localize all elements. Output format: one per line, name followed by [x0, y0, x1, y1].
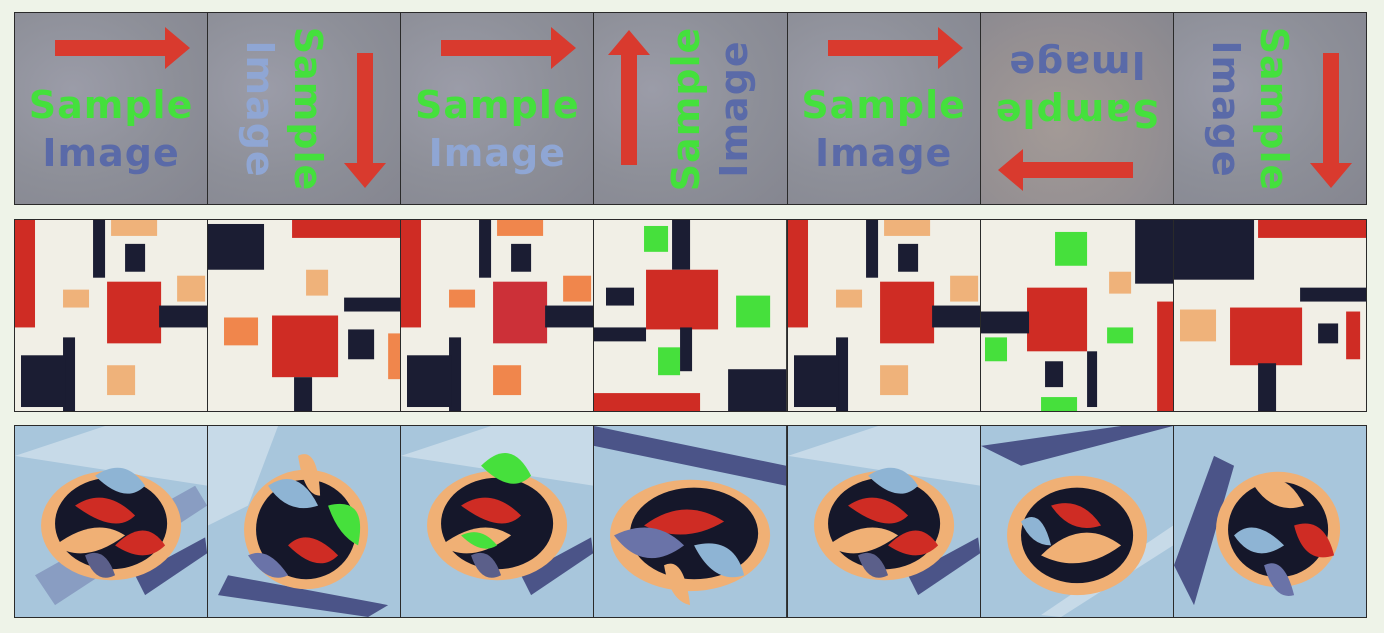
composition-tile-rotated: [208, 220, 402, 411]
sample-tile-rotated-90-2: Sample Image: [1173, 13, 1366, 204]
image-label: Image: [428, 130, 567, 175]
sample-label: Sample: [28, 82, 194, 127]
composition-tile-original: [15, 220, 209, 411]
sample-tile-color-jitter: Sample Image: [401, 13, 595, 204]
composition-tile-rotated-green: [980, 220, 1174, 411]
sample-label: Sample: [415, 82, 580, 127]
sample-tile-rotated-270: Sample Image: [594, 13, 788, 204]
sample-tile-original-2: Sample Image: [787, 13, 981, 204]
swirl-tile-original: [15, 426, 209, 617]
composition-tile-original-2: [787, 220, 981, 411]
swirl-tile-rotated: [208, 426, 402, 617]
image-label: Image: [42, 130, 180, 175]
sample-tile-original: Sample Image: [15, 13, 209, 204]
arrow-up-icon: [608, 29, 651, 165]
image-label: Image: [814, 130, 953, 175]
composition-tile-green: [594, 220, 788, 411]
image-label: Image: [1203, 39, 1248, 178]
sample-tile-rotated-180: Sample Image: [980, 13, 1174, 204]
image-label: Image: [1008, 42, 1146, 87]
arrow-right-icon: [55, 26, 191, 69]
sample-label: Sample: [801, 82, 966, 127]
sample-label: Sample: [994, 90, 1160, 135]
sample-label: Sample: [1251, 26, 1296, 191]
arrow-right-icon: [827, 26, 963, 69]
image-label: Image: [238, 39, 283, 178]
sample-label: Sample: [286, 26, 331, 191]
sample-label: Sample: [664, 26, 709, 191]
swirl-tile-original-2: [787, 426, 981, 617]
composition-strip: [14, 219, 1367, 412]
composition-tile-jitter: [401, 220, 595, 411]
swirl-tile-rotated-3: [980, 426, 1174, 617]
arrow-left-icon: [997, 148, 1133, 191]
arrow-down-icon: [1309, 52, 1352, 188]
sample-image-strip: Sample Image Sample Image Sample Image: [14, 12, 1367, 205]
sample-tile-rotated-90: Sample Image: [208, 13, 402, 204]
swirl-tile-green-jitter: [401, 426, 595, 617]
arrow-right-icon: [441, 26, 577, 69]
swirl-painting-strip: [14, 425, 1367, 618]
arrow-down-icon: [344, 52, 387, 188]
composition-tile-rotated-2: [1173, 220, 1366, 411]
swirl-tile-rotated-4: [1173, 426, 1366, 617]
swirl-tile-rotated-2: [594, 426, 788, 617]
image-label: Image: [712, 39, 757, 178]
